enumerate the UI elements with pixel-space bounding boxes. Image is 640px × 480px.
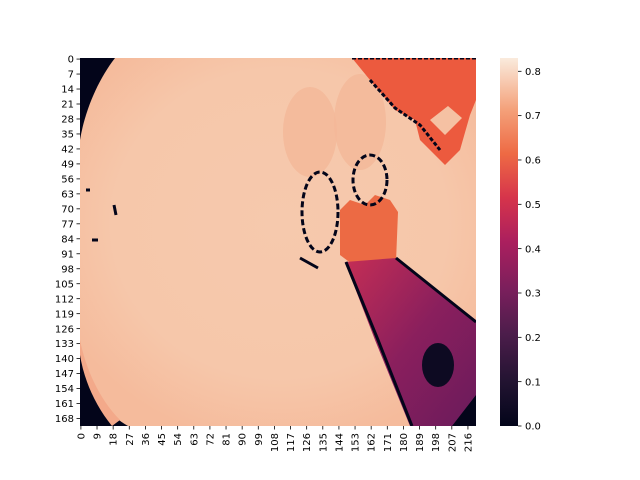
y-tick-label: 84 <box>61 234 74 245</box>
colorbar-ticks: 0.0 0.1 0.2 0.3 0.4 0.5 0.6 0.7 0.8 <box>518 67 541 433</box>
y-tick-label: 105 <box>55 279 74 290</box>
y-tick-label: 91 <box>61 249 74 260</box>
y-tick-label: 21 <box>61 100 74 111</box>
y-tick-label: 112 <box>55 294 74 305</box>
colorbar-tick-label: 0.0 <box>525 422 541 433</box>
heatmap-top-right-object <box>352 58 476 165</box>
x-tick-label: 36 <box>141 433 152 446</box>
colorbar-tick-label: 0.8 <box>525 67 541 78</box>
y-tick-label: 70 <box>61 204 74 215</box>
heatmap-ring-left <box>300 170 340 254</box>
x-tick-label: 126 <box>302 433 313 452</box>
y-tick-label: 49 <box>61 160 74 171</box>
heatmap-top-right-inner <box>430 106 462 135</box>
y-tick-label: 14 <box>61 85 74 96</box>
y-tick-label: 126 <box>55 324 74 335</box>
heatmap-bottle-outline <box>344 256 476 426</box>
x-tick-label: 18 <box>109 433 120 446</box>
y-tick-label: 28 <box>61 115 74 126</box>
heatmap-left-edge-region <box>80 340 120 426</box>
y-tick-label: 56 <box>61 174 74 185</box>
heatmap-faint-lobe-left <box>283 87 337 177</box>
x-tick-label: 216 <box>463 433 474 452</box>
y-tick-label: 77 <box>61 219 74 230</box>
x-tick-label: 9 <box>93 433 104 439</box>
x-tick-label: 207 <box>447 433 458 452</box>
x-tick-label: 0 <box>76 433 87 439</box>
colorbar-tick-label: 0.6 <box>525 156 541 167</box>
colorbar-tick-label: 0.7 <box>525 111 541 122</box>
x-tick-label: 63 <box>189 433 200 446</box>
x-tick-label: 117 <box>286 433 297 452</box>
y-tick-label: 119 <box>55 309 74 320</box>
heatmap-object-outline <box>352 58 476 151</box>
heatmap-plot-area <box>80 58 476 426</box>
x-tick-label: 27 <box>125 433 136 446</box>
x-axis-ticks: 0 9 18 27 36 45 54 63 72 81 90 99 108 117 126 135 144 153… <box>76 426 474 452</box>
x-tick-label: 198 <box>431 433 442 452</box>
x-tick-label: 81 <box>222 433 233 446</box>
heatmap-hand-region <box>340 195 398 270</box>
x-tick-label: 144 <box>334 433 345 452</box>
y-tick-label: 0 <box>68 55 74 66</box>
y-tick-label: 147 <box>55 369 74 380</box>
y-tick-label: 98 <box>61 264 74 275</box>
x-tick-label: 135 <box>318 433 329 452</box>
x-tick-label: 153 <box>351 433 362 452</box>
y-tick-label: 42 <box>61 145 74 156</box>
x-tick-label: 72 <box>205 433 216 446</box>
y-tick-label: 35 <box>61 130 74 141</box>
x-tick-label: 99 <box>254 433 265 446</box>
y-tick-label: 161 <box>55 399 74 410</box>
y-tick-label: 168 <box>55 414 74 425</box>
colorbar: 0.0 0.1 0.2 0.3 0.4 0.5 0.6 0.7 0.8 <box>500 58 541 433</box>
heatmap-faint-lobe-right <box>334 74 386 170</box>
colorbar-tick-label: 0.5 <box>525 200 541 211</box>
y-tick-label: 154 <box>55 384 74 395</box>
x-tick-label: 162 <box>367 433 378 452</box>
colorbar-tick-label: 0.1 <box>525 377 541 388</box>
colorbar-gradient <box>500 58 518 426</box>
x-tick-label: 45 <box>157 433 168 446</box>
x-tick-label: 54 <box>173 433 184 446</box>
y-tick-label: 140 <box>55 354 74 365</box>
x-tick-label: 171 <box>383 433 394 452</box>
x-tick-label: 189 <box>415 433 426 452</box>
colorbar-tick-label: 0.4 <box>525 244 541 255</box>
heatmap-dark-spot <box>422 343 454 387</box>
y-tick-label: 7 <box>68 70 74 81</box>
y-tick-label: 63 <box>61 189 74 200</box>
colorbar-tick-label: 0.2 <box>525 333 541 344</box>
heatmap-ring-right <box>351 153 389 207</box>
y-tick-label: 133 <box>55 339 74 350</box>
heatmap-small-specks <box>86 188 319 270</box>
x-tick-label: 108 <box>270 433 281 452</box>
x-tick-label: 90 <box>238 433 249 446</box>
y-axis-ticks: 0 7 14 21 28 35 42 49 56 63 70 77 84 91 98 105 112 119 126… <box>55 55 80 425</box>
x-tick-label: 180 <box>399 433 410 452</box>
colorbar-tick-label: 0.3 <box>525 289 541 300</box>
